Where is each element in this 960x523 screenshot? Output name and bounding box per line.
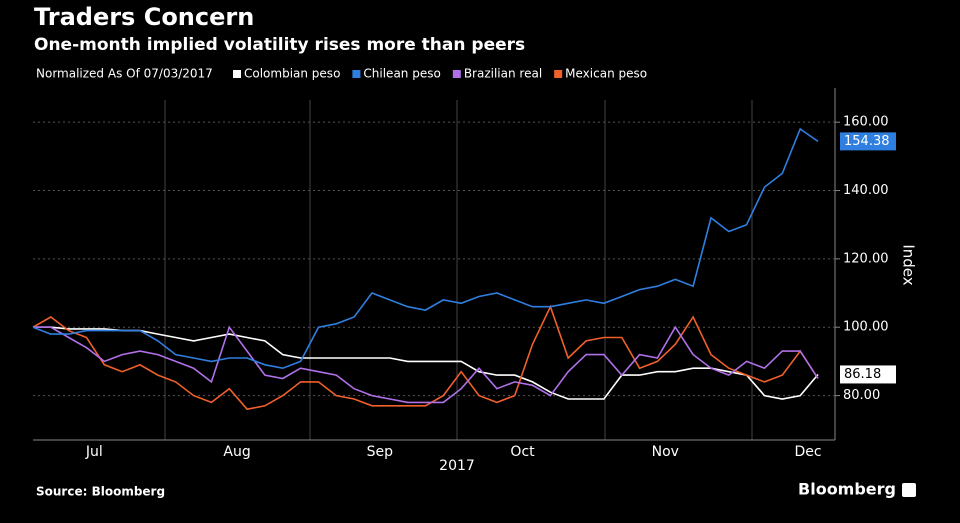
legend-swatch [452,70,461,78]
brand: Bloomberg [798,480,896,499]
end-label-box [840,132,896,151]
y-tick-label: 120.00 [843,251,889,266]
series-line [33,326,819,400]
legend-label: Colombian peso [244,67,340,81]
end-label-box [840,365,896,384]
legend-swatch [233,70,241,78]
y-tick-label: 140.00 [843,183,889,198]
x-axis-label: 2017 [439,458,475,474]
legend-swatch [352,70,361,78]
legend-label: Brazilian real [464,67,542,81]
end-label: 86.18 [840,365,896,384]
end-label-text: 154.38 [844,134,890,149]
x-tick-label: Nov [652,444,679,460]
month-dividers [164,100,753,440]
y-tick-label: 100.00 [843,320,889,335]
series-line [32,304,819,411]
legend-label: Mexican peso [565,67,647,81]
x-tick-label: Dec [794,444,821,460]
series-line [33,325,819,404]
x-tick-label: Sep [367,444,394,460]
y-axis-label: Index [900,244,918,285]
source: Source: Bloomberg [36,485,165,499]
chart-title: Traders Concern [34,3,254,31]
x-tick-label: Oct [510,444,535,460]
end-label: 154.38 [840,132,896,151]
brand-icon [902,483,916,497]
y-tick-label: 80.00 [843,388,880,403]
end-label-text: 86.18 [844,367,881,382]
series-line [32,127,819,370]
y-tick-label: 160.00 [843,115,889,130]
legend-title: Normalized As Of 07/03/2017 [36,67,213,81]
chart-subtitle: One-month implied volatility rises more … [34,35,525,55]
legend-label: Chilean peso [363,67,440,81]
legend-swatch [554,70,563,78]
x-tick-label: Aug [223,444,250,460]
x-tick-label: Jul [85,444,103,460]
